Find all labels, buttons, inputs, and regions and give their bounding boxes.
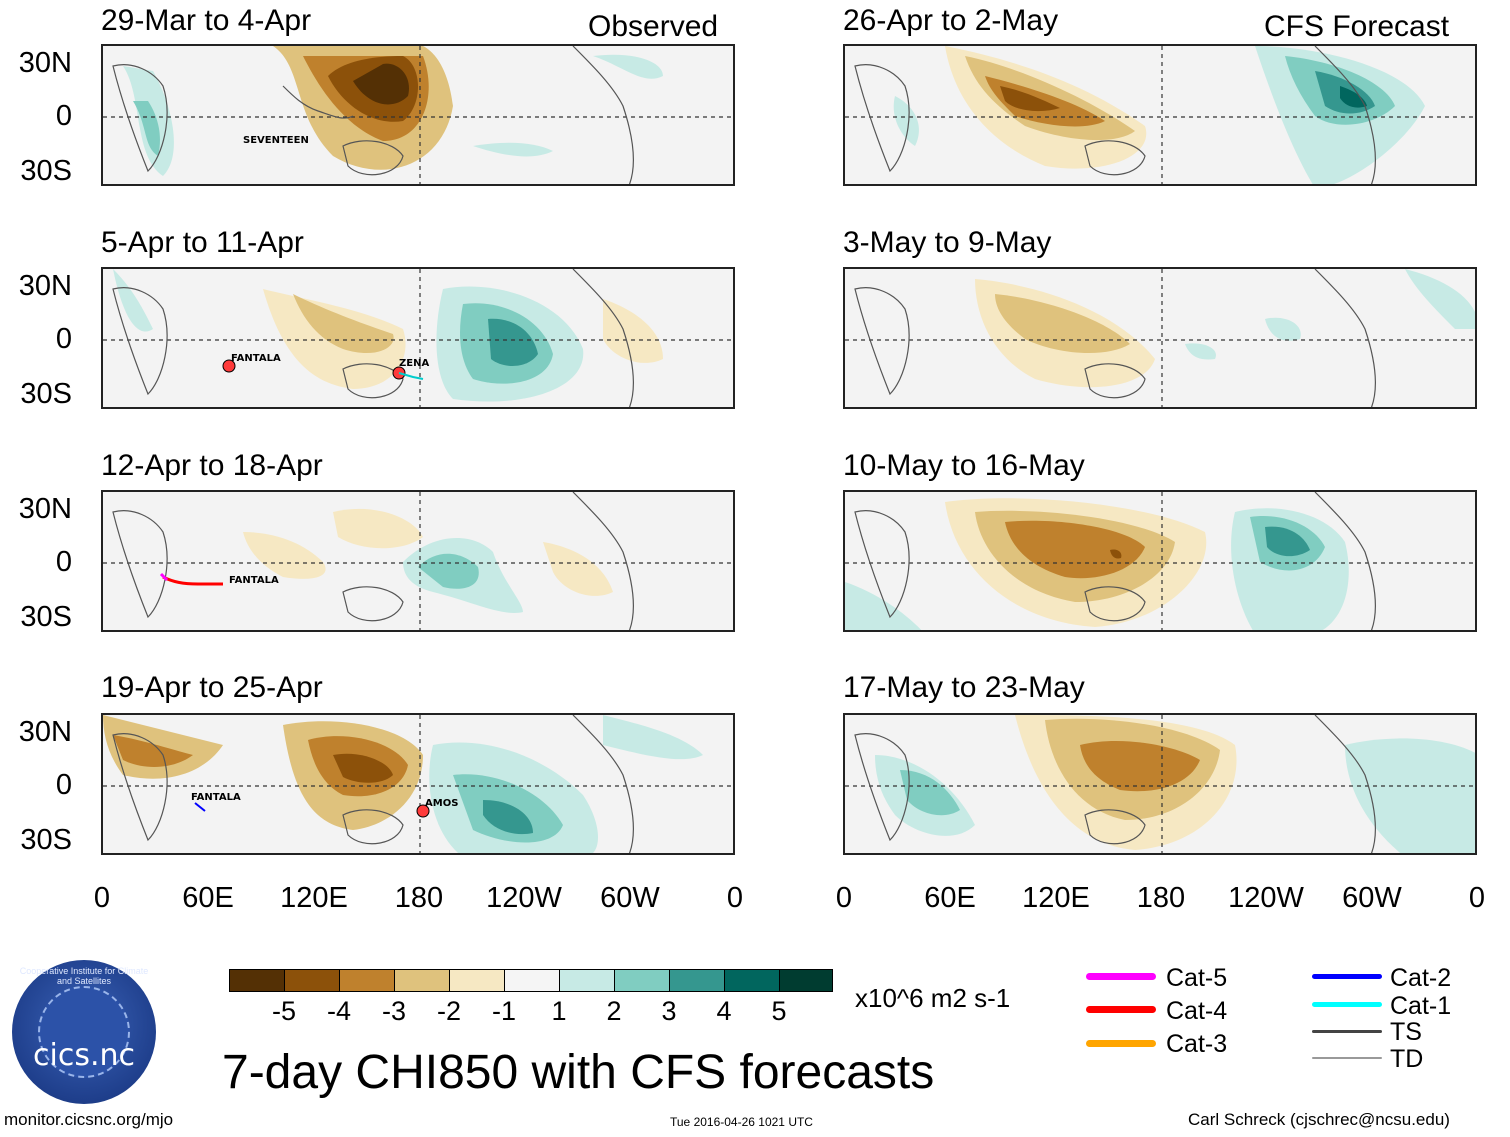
lat-label-30s: 30S (20, 155, 72, 187)
colorbar-box (284, 969, 340, 992)
lat-label-30n: 30N (18, 493, 72, 525)
observed-map-3: FANTALA (101, 490, 735, 632)
lat-label-0: 0 (55, 100, 72, 132)
lat-label-30s: 30S (20, 824, 72, 856)
colorbar-tick: -2 (436, 996, 461, 1026)
colorbar-box (504, 969, 560, 992)
storm-label-fantala: FANTALA (229, 575, 279, 586)
legend-swatch-cat5 (1086, 973, 1156, 980)
storm-label-zena: ZENA (399, 358, 429, 369)
lon-label-0: 0 (726, 882, 744, 914)
colorbar-tick: -1 (491, 996, 516, 1026)
storm-label-amos: AMOS (425, 798, 458, 809)
colorbar-box (669, 969, 725, 992)
forecast-map-2 (843, 267, 1477, 409)
footer-author: Carl Schreck (cjschrec@ncsu.edu) (1188, 1110, 1450, 1129)
observed-label: Observed (588, 10, 719, 43)
logo-ring-text: Cooperative Institute for Climate and Sa… (19, 966, 149, 986)
lon-label-60e: 60E (182, 882, 234, 914)
colorbar-tick: 1 (551, 996, 567, 1026)
forecast-panel-3-title: 10-May to 16-May (843, 449, 1085, 482)
lon-label-60w: 60W (1342, 882, 1402, 914)
cics-logo: Cooperative Institute for Climate and Sa… (12, 960, 156, 1104)
lat-label-0: 0 (55, 323, 72, 355)
lon-label-0: 0 (93, 882, 111, 914)
lon-label-120w: 120W (486, 882, 562, 914)
colorbar-tick: 2 (606, 996, 622, 1026)
colorbar-tick: 3 (661, 996, 677, 1026)
lon-label-60e: 60E (924, 882, 976, 914)
lat-label-30n: 30N (18, 716, 72, 748)
colorbar-tick: -5 (271, 996, 296, 1026)
colorbar-box (559, 969, 615, 992)
observed-panel-3-title: 12-Apr to 18-Apr (101, 449, 323, 482)
legend-label-cat1: Cat-1 (1390, 992, 1452, 1020)
lon-label-180: 180 (394, 882, 444, 914)
legend-swatch-cat2 (1312, 974, 1382, 979)
observed-panel-2-title: 5-Apr to 11-Apr (101, 226, 304, 259)
lat-label-30s: 30S (20, 378, 72, 410)
forecast-panel-1-title: 26-Apr to 2-May (843, 4, 1059, 37)
forecast-map-3 (843, 490, 1477, 632)
observed-map-1: SEVENTEEN (101, 44, 735, 186)
observed-map-4: FANTALA AMOS (101, 713, 735, 855)
legend-label-cat5: Cat-5 (1166, 964, 1228, 992)
lon-label-0: 0 (835, 882, 853, 914)
legend-label-cat4: Cat-4 (1166, 997, 1228, 1025)
forecast-map-1 (843, 44, 1477, 186)
legend-label-cat2: Cat-2 (1390, 964, 1452, 992)
colorbar-box (339, 969, 395, 992)
colorbar-tick: 5 (771, 996, 787, 1026)
colorbar-units: x10^6 m2 s-1 (855, 983, 1011, 1013)
forecast-map-4 (843, 713, 1477, 855)
storm-label-fantala: FANTALA (191, 792, 241, 803)
lon-label-120e: 120E (280, 882, 348, 914)
legend-swatch-cat4 (1086, 1006, 1156, 1013)
colorbar-box (229, 969, 285, 992)
observed-panel-4-title: 19-Apr to 25-Apr (101, 671, 323, 704)
globe-icon (38, 986, 130, 1078)
lon-label-120e: 120E (1022, 882, 1090, 914)
footer-timestamp: Tue 2016-04-26 1021 UTC (670, 1115, 813, 1129)
lon-label-180: 180 (1136, 882, 1186, 914)
storm-label-seventeen: SEVENTEEN (243, 135, 309, 146)
logo-text: cics.nc (33, 1038, 135, 1073)
lon-label-120w: 120W (1228, 882, 1304, 914)
colorbar-box (394, 969, 450, 992)
main-title: 7-day CHI850 with CFS forecasts (222, 1046, 935, 1099)
legend-label-cat3: Cat-3 (1166, 1030, 1228, 1058)
colorbar-tick: 4 (716, 996, 732, 1026)
legend-swatch-td (1312, 1057, 1382, 1059)
colorbar-tick: -3 (381, 996, 406, 1026)
colorbar-box (614, 969, 670, 992)
cfs-forecast-label: CFS Forecast (1264, 10, 1450, 43)
lat-label-0: 0 (55, 546, 72, 578)
forecast-panel-2-title: 3-May to 9-May (843, 226, 1052, 259)
colorbar-box (449, 969, 505, 992)
legend-swatch-cat1 (1312, 1002, 1382, 1007)
lat-label-30s: 30S (20, 601, 72, 633)
colorbar-box (779, 969, 833, 992)
legend-label-td: TD (1390, 1045, 1424, 1073)
legend-swatch-cat3 (1086, 1040, 1156, 1047)
lon-label-60w: 60W (600, 882, 660, 914)
colorbar-box (724, 969, 780, 992)
lat-label-30n: 30N (18, 47, 72, 79)
lat-label-0: 0 (55, 769, 72, 801)
legend-swatch-ts (1312, 1030, 1382, 1033)
observed-panel-1-title: 29-Mar to 4-Apr (101, 4, 312, 37)
lat-label-30n: 30N (18, 270, 72, 302)
colorbar-tick: -4 (326, 996, 351, 1026)
footer-url: monitor.cicsnc.org/mjo (4, 1110, 174, 1129)
forecast-panel-4-title: 17-May to 23-May (843, 671, 1085, 704)
observed-map-2: FANTALA ZENA (101, 267, 735, 409)
lon-label-0: 0 (1468, 882, 1486, 914)
legend-label-ts: TS (1390, 1018, 1422, 1046)
storm-label-fantala: FANTALA (231, 353, 281, 364)
